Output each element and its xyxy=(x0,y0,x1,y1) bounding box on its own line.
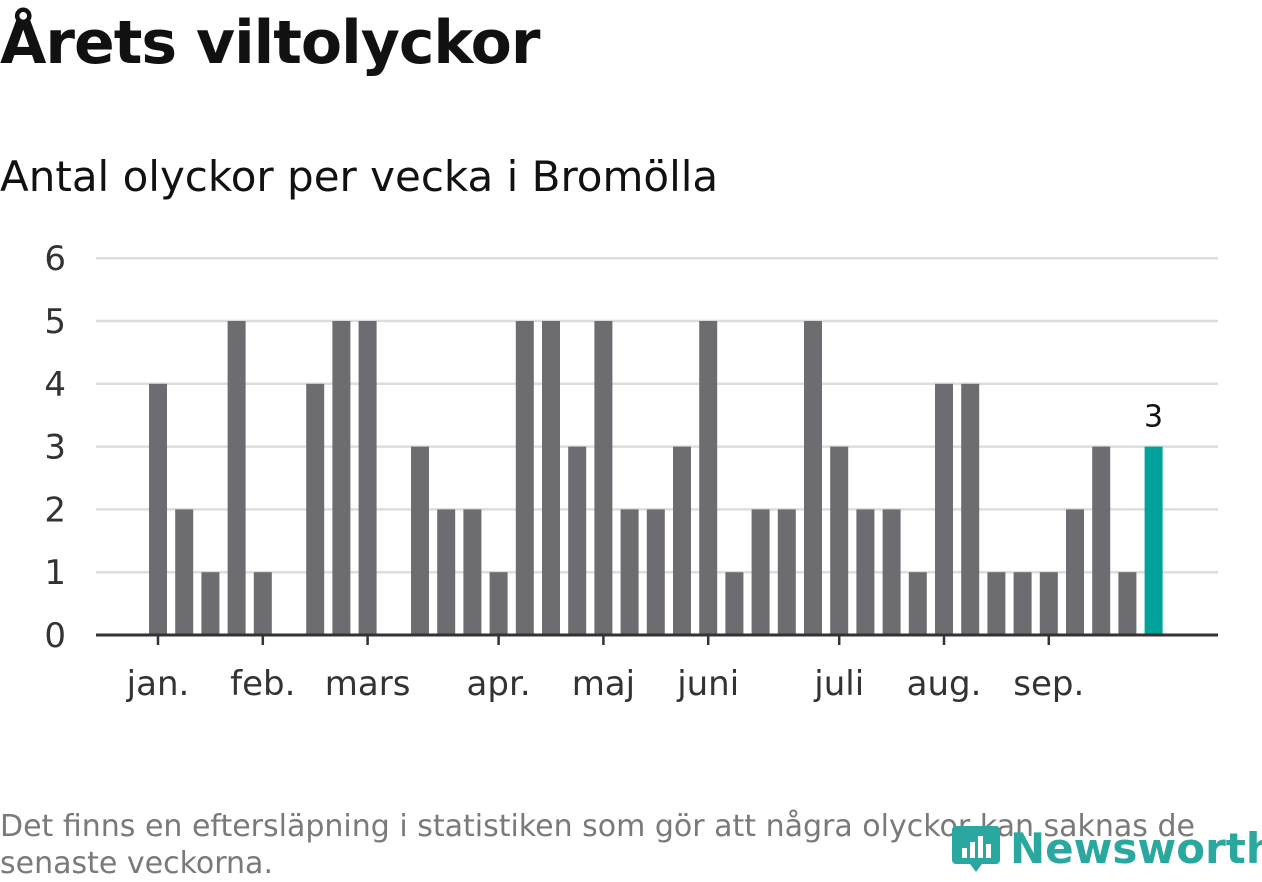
bar xyxy=(699,321,718,635)
bar xyxy=(935,383,953,635)
bar xyxy=(620,509,639,635)
chart-subtitle: Antal olyckor per vecka i Bromölla xyxy=(0,152,719,201)
newsworthy-logo-text: Newsworthy xyxy=(1010,823,1262,873)
y-tick-label: 2 xyxy=(44,490,66,530)
bar-highlight xyxy=(1144,446,1163,635)
bar xyxy=(725,572,744,635)
bar xyxy=(830,446,849,635)
bar xyxy=(1066,509,1084,635)
bar xyxy=(1118,572,1137,635)
bar-chart: 0 1 2 3 4 5 6 jan. feb. mars apr. maj juni juli aug. se… xyxy=(44,239,1218,704)
bar xyxy=(804,321,822,635)
data-label: 3 xyxy=(1144,400,1163,435)
x-tick-label: jan. xyxy=(126,664,190,704)
bar xyxy=(201,572,220,635)
bar xyxy=(961,383,980,635)
bar xyxy=(1092,446,1111,635)
x-tick-label: sep. xyxy=(1013,664,1084,704)
x-tick-label: mars xyxy=(325,664,411,704)
bar xyxy=(751,509,770,635)
newsworthy-logo-icon xyxy=(952,826,1000,872)
y-tick-label: 0 xyxy=(44,616,66,656)
x-tick-label: maj xyxy=(572,664,635,704)
bar xyxy=(515,321,534,635)
bar xyxy=(542,321,560,635)
bar xyxy=(777,509,796,635)
bar xyxy=(987,572,1006,635)
bar xyxy=(908,572,927,635)
y-tick-label: 6 xyxy=(44,239,66,279)
bar xyxy=(882,509,901,635)
bar xyxy=(332,321,351,635)
bar xyxy=(358,321,377,635)
x-tick-label: juni xyxy=(676,664,739,704)
bar xyxy=(1039,572,1058,635)
y-tick-label: 1 xyxy=(44,553,66,593)
bar xyxy=(568,446,587,635)
bar xyxy=(673,446,691,635)
chart-title: Årets viltolyckor xyxy=(0,8,540,78)
bar xyxy=(149,383,167,635)
bar xyxy=(175,509,194,635)
y-tick-label: 3 xyxy=(44,428,66,468)
bar xyxy=(594,321,613,635)
bar xyxy=(489,572,508,635)
bar xyxy=(646,509,665,635)
y-tick-label: 5 xyxy=(44,302,66,342)
x-tick-label: juli xyxy=(813,664,864,704)
y-tick-label: 4 xyxy=(44,365,66,405)
bar xyxy=(306,383,325,635)
bar xyxy=(1013,572,1032,635)
x-tick-label: aug. xyxy=(907,664,982,704)
x-tick-label: feb. xyxy=(230,664,295,704)
x-tick-label: apr. xyxy=(467,664,531,704)
bar xyxy=(411,446,429,635)
bar xyxy=(253,572,272,635)
bar xyxy=(437,509,456,635)
bar xyxy=(227,321,246,635)
bar xyxy=(856,509,875,635)
bar xyxy=(463,509,482,635)
newsworthy-logo: Newsworthy xyxy=(950,818,1262,878)
